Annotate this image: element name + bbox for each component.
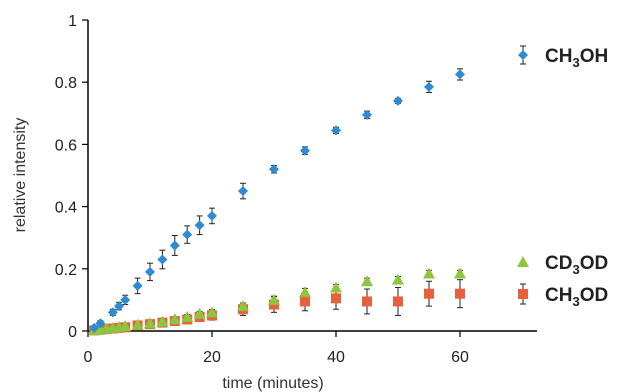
ch3od-point (393, 296, 403, 307)
ch3oh-point (455, 69, 465, 80)
ch3oh-point (145, 266, 155, 277)
x-axis-title: time (minutes) (222, 375, 323, 392)
ch3oh-point (89, 322, 100, 333)
legend: CH3OH CD3OD CH3OD (517, 45, 608, 309)
ch3od-point (424, 288, 434, 299)
cd3od-point (181, 311, 194, 323)
cd3od-legend-marker (517, 256, 529, 267)
ch3oh-point (114, 301, 124, 312)
data-markers (88, 69, 466, 336)
cd3od-point (299, 286, 311, 298)
ch3oh-point (207, 210, 217, 221)
y-ticks: 0 0.2 0.4 0.6 0.8 1 (55, 13, 88, 341)
cd3od-point (423, 267, 435, 279)
error-bars (91, 68, 463, 332)
y-tick-label: 0.4 (55, 200, 77, 217)
ch3oh-point (238, 186, 248, 197)
ch3oh-point (95, 318, 106, 329)
ch3oh-point (331, 125, 341, 136)
cd3od-point (330, 281, 342, 293)
x-tick-label: 20 (203, 349, 221, 366)
y-tick-label: 0.6 (55, 137, 77, 154)
cd3od-point (392, 273, 404, 285)
ch3oh-point (269, 164, 279, 175)
ch3od-point (331, 293, 341, 304)
ch3od-point (362, 296, 372, 307)
cd3od-point (156, 315, 169, 327)
y-tick-label: 0.8 (55, 75, 77, 92)
cd3od-point (206, 306, 218, 318)
ch3oh-legend-label: CH3OH (545, 46, 608, 70)
x-tick-label: 60 (451, 349, 469, 366)
ch3oh-point (169, 240, 180, 251)
ch3oh-point (194, 220, 205, 231)
ch3oh-point (157, 254, 168, 265)
ch3od-point (300, 296, 310, 307)
y-tick-label: 0.2 (55, 262, 77, 279)
cd3od-point (144, 317, 156, 329)
ch3oh-point (107, 307, 118, 318)
cd3od-point (454, 267, 466, 279)
ch3od-legend-marker (518, 289, 528, 299)
x-tick-label: 40 (327, 349, 345, 366)
cd3od-point (237, 300, 249, 312)
ch3oh-point (120, 294, 131, 305)
ch3oh-point (362, 109, 372, 120)
y-axis-title: relative intensity (12, 118, 29, 233)
ch3oh-point (182, 229, 193, 240)
ch3oh-legend-marker (518, 50, 528, 60)
cd3od-point (131, 318, 144, 330)
ch3oh-point (300, 145, 310, 156)
cd3od-point (361, 275, 373, 287)
ch3oh-point (424, 81, 434, 92)
cd3od-point (168, 313, 181, 325)
cd3od-point (268, 293, 280, 305)
x-tick-label: 0 (84, 349, 93, 366)
ch3od-legend-label: CH3OD (545, 285, 608, 309)
cd3od-point (193, 307, 206, 319)
ch3oh-point (132, 280, 143, 291)
ch3oh-point (393, 95, 403, 106)
x-ticks: 0 20 40 60 (84, 331, 469, 366)
cd3od-point (119, 320, 132, 332)
axes: 0 20 40 60 0 0.2 0.4 0.6 0.8 1 time (minutes) re… (12, 13, 537, 392)
y-tick-label: 1 (68, 13, 77, 30)
cd3od-legend-label: CD3OD (545, 253, 608, 277)
y-tick-label: 0 (68, 324, 77, 341)
ch3od-point (455, 288, 465, 299)
